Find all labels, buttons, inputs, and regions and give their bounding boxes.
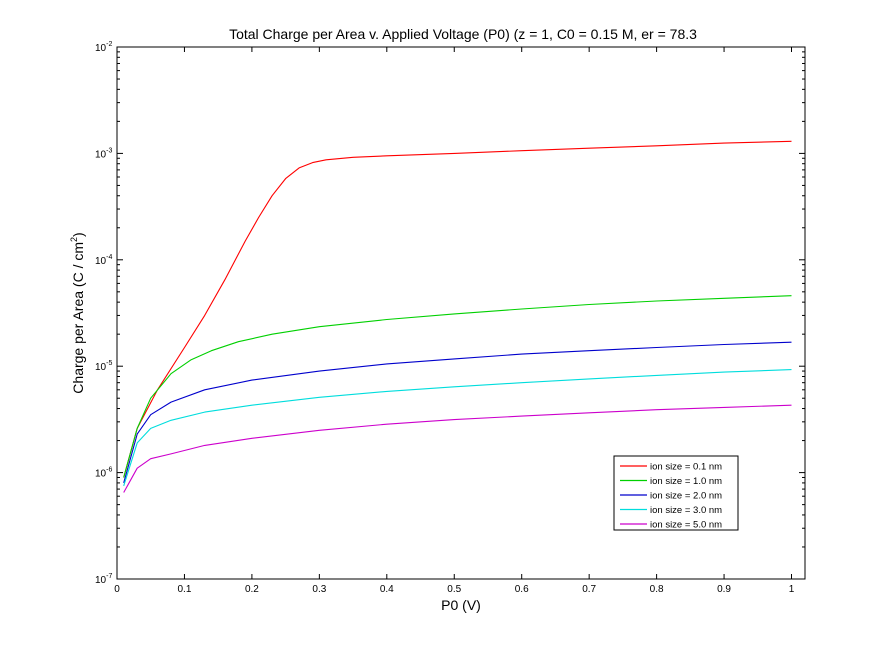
legend-label: ion size = 1.0 nm [650, 476, 722, 487]
y-tick-exponent: -7 [106, 573, 112, 580]
legend-label: ion size = 0.1 nm [650, 462, 722, 473]
y-tick-label: 10-2 [95, 41, 112, 54]
x-tick-label: 0.2 [245, 584, 259, 595]
series-group [123, 140, 792, 493]
legend: ion size = 0.1 nm ion size = 1.0 nm ion si… [613, 455, 739, 531]
x-tick-label: 0.3 [312, 584, 326, 595]
legend-label: ion size = 2.0 nm [650, 491, 722, 502]
axes-box [116, 46, 806, 580]
x-tick-label: 0 [114, 584, 120, 595]
y-tick-base: 10 [95, 256, 107, 267]
x-tick-label: 0.9 [717, 584, 731, 595]
legend-box [613, 455, 739, 531]
y-tick-exponent: -2 [106, 41, 112, 48]
y-axis-label-main: Charge per Area (C / cm [70, 242, 86, 394]
y-tick-base: 10 [95, 575, 107, 586]
y-axis-label-superscript: 2 [69, 237, 79, 242]
y-tick-label: 10-4 [95, 254, 112, 267]
y-tick-base: 10 [95, 362, 107, 373]
series-line-5 [123, 404, 792, 493]
y-tick-exponent: -4 [106, 254, 112, 261]
series-line-2 [123, 295, 792, 478]
y-tick-exponent: -3 [106, 147, 112, 154]
y-tick-base: 10 [95, 149, 107, 160]
y-axis-label: Charge per Area (C / cm2) [69, 232, 86, 393]
y-tick-exponent: -6 [106, 467, 112, 474]
x-tick-label: 0.6 [515, 584, 529, 595]
x-tick-label: 0.7 [582, 584, 596, 595]
legend-entries: ion size = 0.1 nm ion size = 1.0 nm ion si… [620, 462, 722, 531]
y-tick-exponent: -5 [106, 360, 112, 367]
series-line-1 [123, 140, 792, 478]
y-tick-label: 10-5 [95, 360, 112, 373]
y-tick-base: 10 [95, 469, 107, 480]
legend-label: ion size = 5.0 nm [650, 520, 722, 531]
series-line-3 [123, 341, 792, 484]
x-tick-label: 1 [789, 584, 795, 595]
y-tick-base: 10 [95, 43, 107, 54]
y-tick-label: 10-7 [95, 573, 112, 586]
x-tick-label: 0.8 [650, 584, 664, 595]
legend-label: ion size = 3.0 nm [650, 505, 722, 516]
x-tick-label: 0.5 [447, 584, 461, 595]
series-line-4 [123, 369, 792, 487]
x-tick-label: 0.1 [177, 584, 191, 595]
y-tick-label: 10-3 [95, 147, 112, 160]
y-tick-label: 10-6 [95, 467, 112, 480]
y-axis-label-close: ) [70, 232, 86, 237]
x-tick-label: 0.4 [380, 584, 394, 595]
ticks-group: 0 0.1 0.2 0.3 0.4 0.5 0.6 0.7 0.8 0.9 110-210-310-… [95, 41, 805, 595]
chart-title: Total Charge per Area v. Applied Voltage… [229, 26, 697, 42]
x-axis-label: P0 (V) [441, 597, 481, 613]
